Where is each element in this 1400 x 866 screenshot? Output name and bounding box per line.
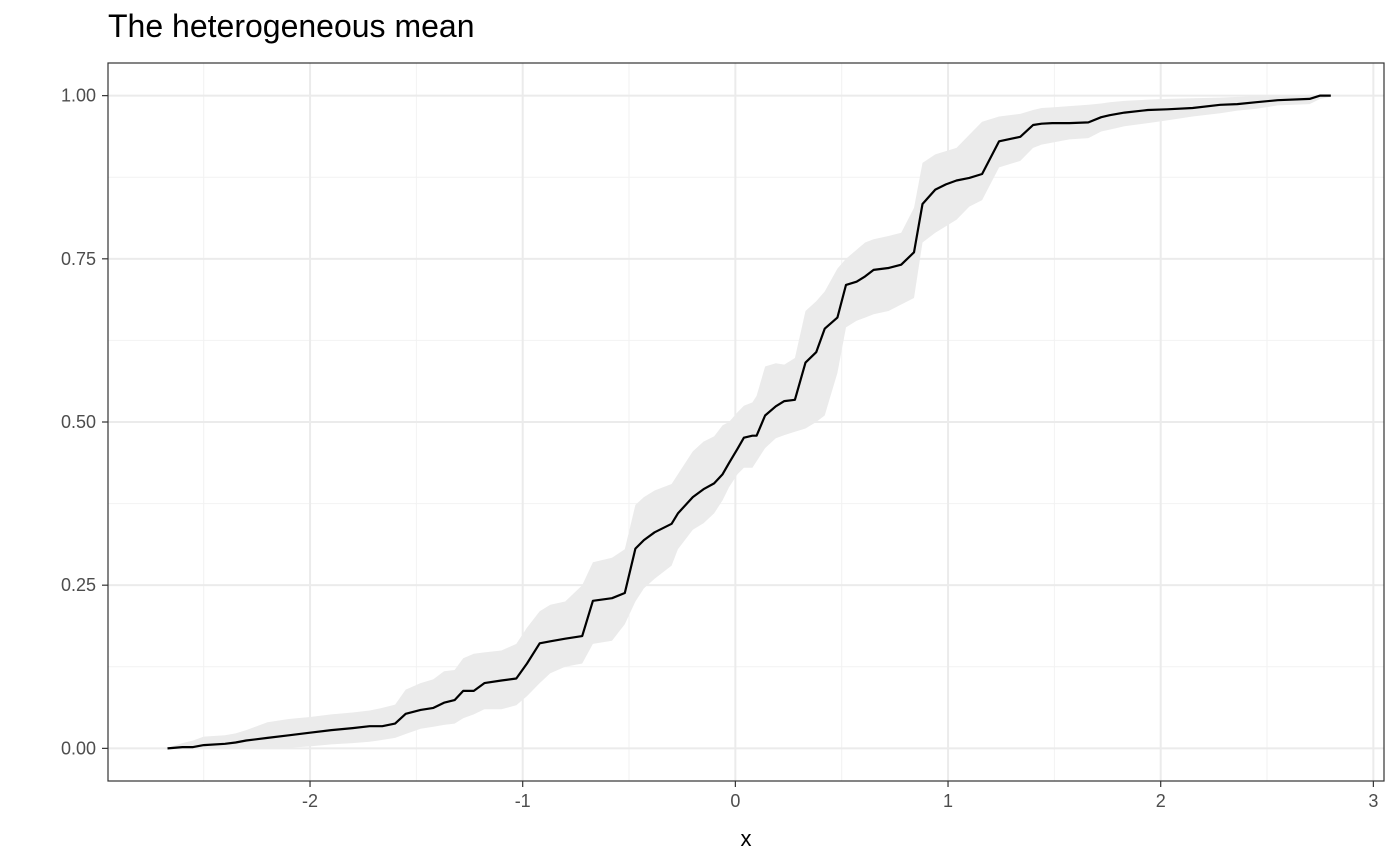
x-tick-label: 0 xyxy=(730,791,740,811)
grid-layer xyxy=(108,63,1384,781)
x-tick-label: 2 xyxy=(1156,791,1166,811)
confidence-band xyxy=(167,95,1331,749)
axis-layer: -2 -1 0 1 2 3 0.00 0.25 0.50 0.75 1.00 xyxy=(61,86,1378,811)
x-axis-title: x xyxy=(741,826,752,851)
y-tick-label: 1.00 xyxy=(61,86,96,106)
mean-line xyxy=(167,94,1331,750)
x-tick-label: 3 xyxy=(1368,791,1378,811)
x-tick-label: 1 xyxy=(943,791,953,811)
y-tick-label: 0.75 xyxy=(61,249,96,269)
y-tick-label: 0.25 xyxy=(61,575,96,595)
mean-line-layer xyxy=(167,94,1331,750)
chart-title: The heterogeneous mean xyxy=(108,8,475,44)
x-tick-label: -1 xyxy=(515,791,531,811)
y-tick-label: 0.00 xyxy=(61,738,96,758)
y-tick-label: 0.50 xyxy=(61,412,96,432)
x-tick-label: -2 xyxy=(302,791,318,811)
confidence-band-layer xyxy=(167,95,1331,749)
